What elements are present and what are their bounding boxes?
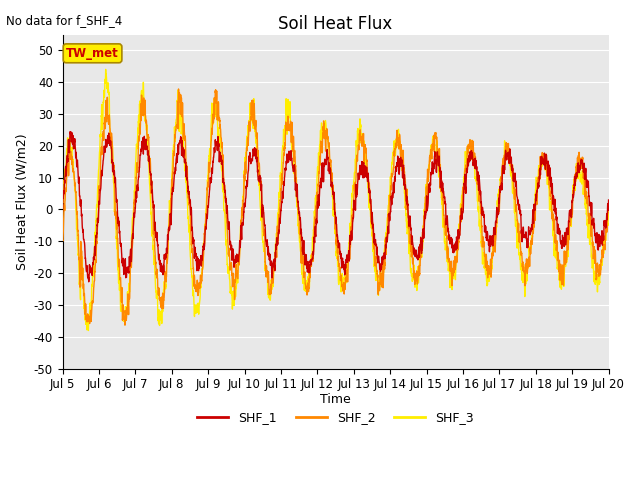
Y-axis label: Soil Heat Flux (W/m2): Soil Heat Flux (W/m2): [15, 133, 28, 270]
Title: Soil Heat Flux: Soil Heat Flux: [278, 15, 393, 33]
Text: No data for f_SHF_4: No data for f_SHF_4: [6, 14, 123, 27]
Text: TW_met: TW_met: [66, 47, 119, 60]
X-axis label: Time: Time: [320, 393, 351, 406]
Legend: SHF_1, SHF_2, SHF_3: SHF_1, SHF_2, SHF_3: [192, 406, 479, 429]
